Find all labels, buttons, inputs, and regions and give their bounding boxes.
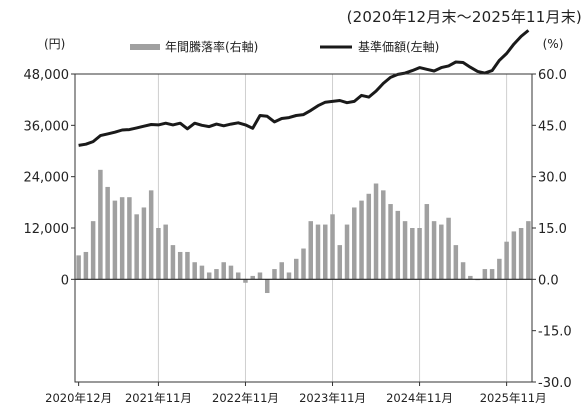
bar: [337, 245, 343, 280]
bar: [119, 197, 125, 280]
bar: [410, 228, 415, 280]
bar: [388, 204, 393, 280]
bar: [446, 217, 451, 280]
x-axis: 2020年12月 2021年11月 2022年11月 2023年11月 2024年11月…: [45, 382, 547, 405]
bar: [112, 200, 118, 280]
bar: [221, 262, 226, 280]
left-tick-label: 36,000: [24, 119, 70, 134]
right-tick-label: -15.0: [538, 325, 572, 340]
bar: [177, 251, 183, 280]
right-tick-label: 15.0: [538, 222, 567, 237]
bar: [323, 224, 328, 280]
bar: [141, 207, 147, 280]
bar: [90, 221, 96, 280]
bar: [301, 248, 306, 280]
bar: [163, 224, 168, 280]
x-tick-label: 2021年11月: [125, 391, 192, 405]
bar: [526, 221, 531, 280]
left-axis: 0 12,000 24,000 36,000 48,000: [24, 68, 75, 288]
legend-bar-swatch: [130, 44, 160, 50]
left-tick-label: 12,000: [24, 222, 70, 237]
bar: [330, 214, 335, 280]
bar: [315, 224, 321, 280]
bar: [105, 186, 110, 280]
x-tick-label: 2020年12月: [45, 391, 112, 405]
legend-bar-label: 年間騰落率(右軸): [165, 39, 258, 54]
bar: [170, 245, 176, 280]
bar: [83, 251, 89, 280]
right-tick-label: -30.0: [538, 376, 572, 391]
bar: [431, 221, 437, 280]
right-tick-label: 0.0: [538, 273, 559, 288]
bar: [214, 269, 219, 280]
right-tick-label: 30.0: [538, 171, 567, 186]
bar: [482, 269, 488, 280]
bar: [417, 228, 422, 280]
bar: [76, 255, 81, 280]
bar: [286, 272, 292, 280]
bars-series: [76, 169, 531, 294]
bar: [293, 258, 299, 280]
bar: [156, 228, 161, 280]
bar: [504, 241, 509, 280]
bar: [366, 193, 372, 280]
bar: [199, 265, 205, 280]
left-tick-label: 0: [61, 273, 69, 288]
bar: [344, 224, 350, 280]
legend: 年間騰落率(右軸) 基準価額(左軸): [130, 39, 439, 54]
bar: [250, 275, 255, 280]
bar: [381, 190, 386, 280]
x-tick-label: 2022年11月: [212, 391, 279, 405]
legend-line-label: 基準価額(左軸): [358, 39, 439, 54]
bar: [453, 245, 459, 280]
bar: [468, 275, 473, 280]
bar: [460, 262, 466, 280]
bar: [264, 279, 270, 294]
bar: [489, 269, 495, 280]
bar: [127, 197, 132, 280]
x-tick-label: 2024年11月: [386, 391, 453, 405]
bar: [272, 269, 277, 280]
right-axis: 60.0 45.0 30.0 15.0 0.0 -15.0 -30.0: [532, 68, 572, 391]
bar: [228, 265, 234, 280]
bar: [424, 204, 430, 280]
right-tick-label: 45.0: [538, 119, 567, 134]
bar: [134, 214, 139, 280]
bar: [518, 228, 524, 280]
period-label: (2020年12月末〜2025年11月末): [346, 8, 582, 26]
bar: [257, 272, 263, 280]
left-unit-label: (円): [44, 37, 65, 51]
x-tick-label: 2025年11月: [480, 391, 547, 405]
right-tick-label: 60.0: [538, 68, 567, 83]
left-tick-label: 48,000: [24, 68, 70, 83]
bar: [402, 221, 408, 280]
bar: [243, 279, 248, 283]
bar: [279, 262, 284, 280]
bar: [148, 190, 154, 280]
right-unit-label: (%): [543, 37, 564, 51]
bar: [192, 262, 197, 280]
bar: [439, 224, 444, 280]
x-tick-label: 2023年11月: [299, 391, 366, 405]
bar: [185, 251, 190, 280]
bar: [352, 207, 357, 280]
bar: [308, 221, 314, 280]
bar: [235, 272, 241, 280]
bar: [373, 183, 379, 280]
bar: [395, 210, 401, 280]
left-tick-label: 24,000: [24, 171, 70, 186]
bar: [497, 258, 502, 280]
bar: [359, 200, 364, 280]
bar: [206, 272, 212, 280]
bar: [511, 231, 517, 280]
bar: [98, 169, 103, 280]
nav-line: [78, 29, 530, 147]
